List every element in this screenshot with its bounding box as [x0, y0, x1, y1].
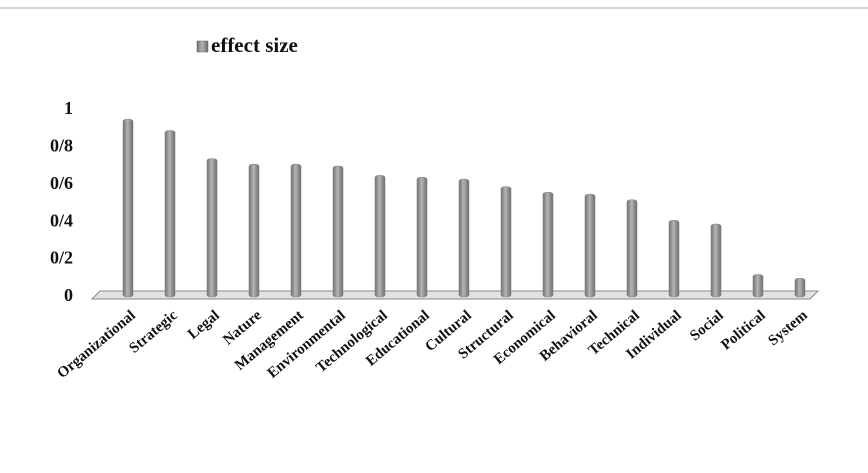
bar [164, 130, 176, 298]
legend-label: effect size [211, 33, 298, 57]
x-tick-label: System [765, 307, 811, 349]
bar [794, 277, 806, 298]
bar [122, 119, 134, 298]
bar [248, 163, 260, 298]
x-tick-label: Political [718, 307, 769, 353]
y-tick-label: 0/4 [50, 210, 73, 230]
bar [374, 175, 386, 298]
bar [752, 274, 764, 298]
x-tick-label: Legal [185, 307, 223, 342]
legend-swatch [196, 40, 209, 53]
y-tick-label: 1 [64, 98, 73, 118]
floor [90, 290, 820, 300]
bar [710, 223, 722, 298]
bar [458, 178, 470, 298]
bar [626, 199, 638, 298]
bar [290, 163, 302, 298]
bar [500, 186, 512, 298]
x-tick-label: Strategic [126, 307, 181, 356]
bar [206, 158, 218, 298]
y-tick-label: 0/6 [50, 173, 73, 193]
bar [332, 165, 344, 298]
bar [542, 191, 554, 298]
bar [584, 193, 596, 298]
bar [416, 177, 428, 298]
y-tick-label: 0 [64, 285, 73, 305]
y-tick-label: 0/2 [50, 248, 73, 268]
y-tick-label: 0/8 [50, 136, 73, 156]
bar [668, 220, 680, 298]
